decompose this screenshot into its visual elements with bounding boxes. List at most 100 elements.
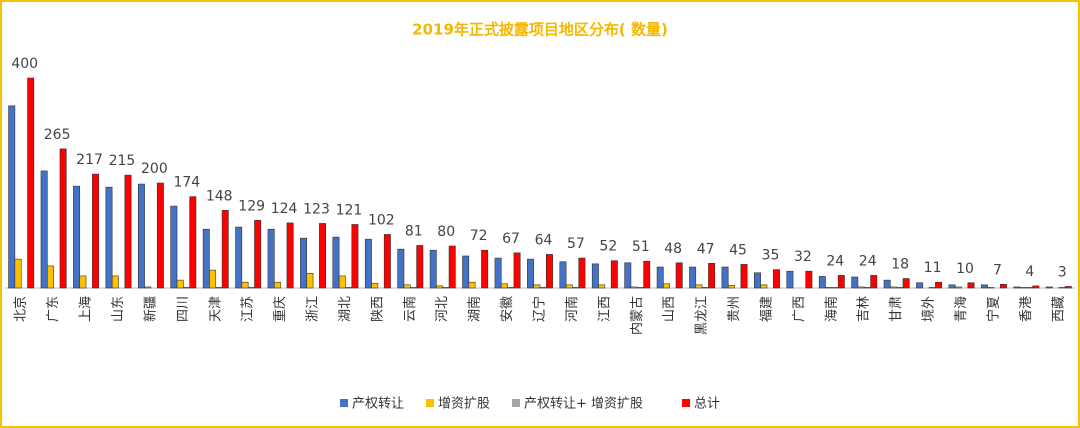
value-label: 57 [567, 236, 585, 252]
bar [105, 186, 113, 289]
bar [494, 257, 502, 289]
bar [79, 275, 87, 289]
bar [591, 263, 599, 289]
legend-swatch [426, 399, 434, 407]
x-tick-label: 甘肃 [889, 296, 904, 322]
value-label: 45 [729, 242, 747, 258]
bar [643, 260, 651, 289]
bar [987, 287, 995, 289]
legend-label: 产权转让+ 增资扩股 [524, 396, 643, 412]
value-label: 51 [632, 239, 650, 255]
x-tick-label: 吉林 [857, 296, 872, 322]
bar [1045, 286, 1053, 289]
bar [1019, 287, 1027, 289]
x-tick-label: 内蒙古 [629, 296, 645, 335]
bar [695, 284, 703, 289]
bar [111, 275, 119, 289]
bar [896, 287, 904, 289]
value-label: 24 [859, 253, 877, 269]
x-tick-label: 海南 [823, 296, 839, 322]
x-tick-label: 云南 [402, 296, 418, 322]
bar [273, 281, 281, 289]
bar [805, 270, 813, 289]
bar [565, 284, 573, 289]
bar [254, 219, 262, 289]
bar [241, 281, 249, 289]
bar [209, 269, 217, 289]
value-label: 148 [206, 188, 233, 204]
x-tick-label: 上海 [79, 296, 94, 322]
chart-title: 2019年正式披露项目地区分布( 数量) [412, 21, 668, 39]
bar [1058, 287, 1066, 289]
bar [397, 248, 405, 289]
x-tick-label: 江苏 [240, 296, 256, 322]
legend-swatch [512, 399, 520, 407]
x-tick-label: 湖北 [338, 296, 353, 322]
bar [332, 236, 340, 289]
bar [300, 237, 308, 289]
x-tick-label: 浙江 [306, 296, 321, 322]
bar [383, 234, 391, 289]
bar [319, 223, 326, 289]
x-tick-label: 湖南 [467, 296, 483, 322]
bar [533, 284, 541, 289]
bar [235, 226, 243, 289]
bar [481, 249, 489, 289]
bar [176, 279, 184, 289]
bar [364, 238, 372, 289]
bar [760, 284, 768, 289]
bar [500, 283, 508, 289]
bar [371, 282, 379, 289]
bar [818, 276, 826, 289]
value-label: 24 [826, 253, 844, 269]
x-tick-label: 北京 [14, 296, 29, 322]
bar [857, 286, 865, 289]
bar [546, 254, 553, 289]
value-label: 265 [44, 127, 71, 143]
bar [215, 287, 223, 289]
x-tick-label: 新疆 [142, 296, 158, 322]
bar [156, 182, 164, 289]
bar [410, 287, 417, 289]
bar [1064, 286, 1072, 289]
bar [170, 205, 178, 289]
bar [416, 245, 424, 289]
bar [351, 224, 359, 289]
bar [183, 287, 190, 289]
bar [610, 260, 618, 289]
x-tick-label: 河北 [435, 296, 450, 322]
bar [598, 284, 606, 289]
bar [286, 222, 294, 289]
bar [851, 276, 859, 289]
bar [345, 287, 353, 289]
bar [559, 261, 567, 289]
x-tick-label: 境外 [922, 296, 937, 322]
bar [967, 282, 975, 289]
value-label: 81 [405, 223, 423, 239]
bar [689, 266, 697, 289]
x-tick-label: 青海 [954, 296, 969, 322]
bar [436, 285, 444, 289]
bar [92, 173, 100, 289]
x-tick-label: 宁夏 [985, 296, 1001, 322]
bar [1013, 286, 1021, 289]
value-label: 67 [502, 231, 520, 247]
value-label: 52 [599, 239, 617, 255]
value-label: 18 [891, 257, 909, 273]
bar [14, 258, 22, 289]
bar [656, 266, 664, 289]
legend-swatch [340, 399, 348, 407]
legend-label: 产权转让 [352, 396, 404, 412]
bar [8, 105, 16, 289]
bar [429, 249, 437, 289]
x-tick-label: 黑龙江 [695, 296, 710, 335]
x-tick-label: 西藏 [1051, 296, 1066, 322]
bar [468, 281, 476, 289]
bar [754, 272, 761, 289]
bar [701, 287, 709, 289]
bar [624, 262, 632, 289]
value-label: 10 [956, 261, 974, 277]
x-tick-label: 广西 [792, 296, 807, 322]
